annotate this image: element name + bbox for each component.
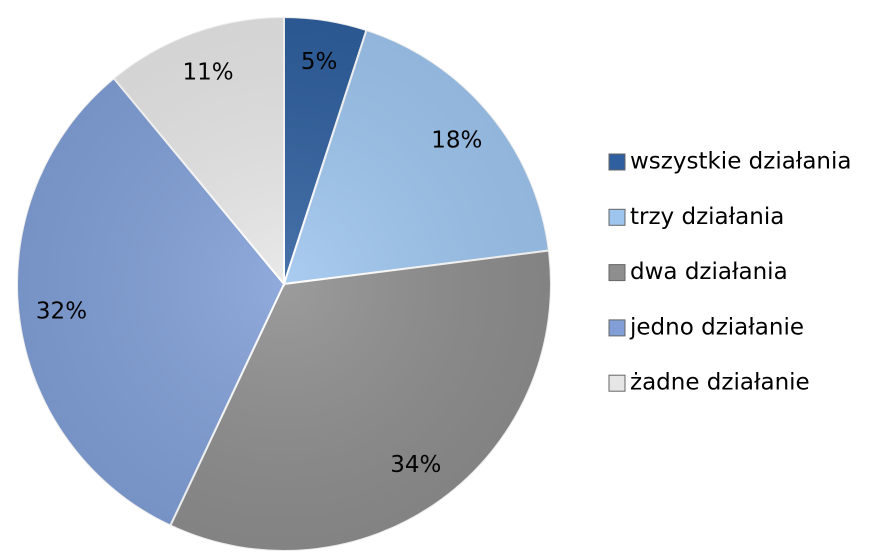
data-label: 11% (182, 59, 233, 85)
legend-label: trzy działania (630, 204, 784, 230)
data-label: 34% (390, 452, 441, 478)
legend-label: dwa działania (630, 259, 788, 285)
legend-label: żadne działanie (630, 370, 810, 396)
legend-label: wszystkie działania (630, 149, 852, 175)
data-label: 18% (431, 128, 482, 154)
data-label: 5% (301, 49, 338, 75)
legend-swatch (608, 153, 626, 171)
legend-swatch (608, 374, 626, 392)
legend-swatch (608, 208, 626, 226)
legend-label: jedno działanie (629, 314, 804, 340)
data-label: 32% (36, 299, 87, 325)
legend-swatch (608, 264, 626, 282)
legend-swatch (608, 319, 626, 337)
